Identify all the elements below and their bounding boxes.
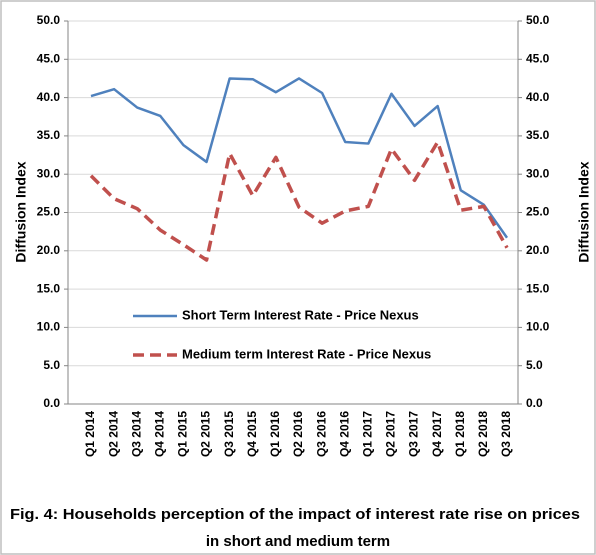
y2-tick-label: 40.0: [526, 90, 550, 104]
x-tick-label: Q2 2017: [384, 411, 398, 457]
y-tick-label: 10.0: [37, 320, 61, 334]
x-tick-label: Q3 2016: [314, 411, 328, 457]
y-tick-label: 45.0: [37, 51, 61, 65]
y-tick-label: 15.0: [37, 281, 61, 295]
y2-tick-label: 20.0: [526, 243, 550, 257]
y2-tick-label: 5.0: [526, 358, 543, 372]
caption: Fig. 4: Households perception of the imp…: [10, 506, 580, 523]
y-tick-label: 40.0: [37, 90, 61, 104]
y2-tick-label: 25.0: [526, 205, 550, 219]
y2-tick-label: 0.0: [526, 396, 543, 410]
x-tick-label: Q4 2016: [337, 411, 351, 457]
line-series: [90, 77, 509, 239]
x-tick-label: Q3 2015: [222, 411, 236, 457]
y-axis-label: Diffusion Index: [13, 161, 29, 262]
x-tick-label: Q3 2014: [129, 411, 143, 457]
x-tick-label: Q4 2015: [245, 411, 259, 457]
y2-tick-label: 10.0: [526, 320, 550, 334]
y2-tick-label: 15.0: [526, 281, 550, 295]
y2-tick-label: 30.0: [526, 166, 550, 180]
x-tick-label: Q2 2015: [199, 411, 213, 457]
y2-axis-label: Diffusion Index: [576, 161, 592, 262]
x-tick-label: Q1 2015: [176, 411, 190, 457]
y-tick-label: 35.0: [37, 128, 61, 142]
y-tick-label: 50.0: [37, 13, 61, 27]
x-tick-label: Q2 2014: [106, 411, 120, 457]
y2-tick-label: 50.0: [526, 13, 550, 27]
y-tick-label: 25.0: [37, 205, 61, 219]
x-tick-label: Q3 2017: [407, 411, 421, 457]
y-tick-label: 30.0: [37, 166, 61, 180]
y-tick-label: 0.0: [43, 396, 60, 410]
x-tick-label: Q4 2014: [153, 411, 167, 457]
x-tick-label: Q1 2017: [361, 411, 375, 457]
line-series: [89, 140, 509, 262]
legend-label: Medium term Interest Rate - Price Nexus: [182, 346, 431, 361]
x-tick-label: Q4 2017: [430, 411, 444, 457]
y-tick-label: 5.0: [43, 358, 60, 372]
x-tick-label: Q1 2014: [83, 411, 97, 457]
x-tick-label: Q2 2016: [291, 411, 305, 457]
y2-tick-label: 45.0: [526, 51, 550, 65]
y-tick-label: 20.0: [37, 243, 61, 257]
x-tick-label: Q1 2018: [453, 411, 467, 457]
x-tick-label: Q3 2018: [499, 411, 513, 457]
y2-tick-label: 35.0: [526, 128, 550, 142]
legend-label: Short Term Interest Rate - Price Nexus: [182, 307, 419, 322]
x-tick-label: Q2 2018: [476, 411, 490, 457]
caption: in short and medium term: [206, 533, 390, 550]
x-tick-label: Q1 2016: [268, 411, 282, 457]
